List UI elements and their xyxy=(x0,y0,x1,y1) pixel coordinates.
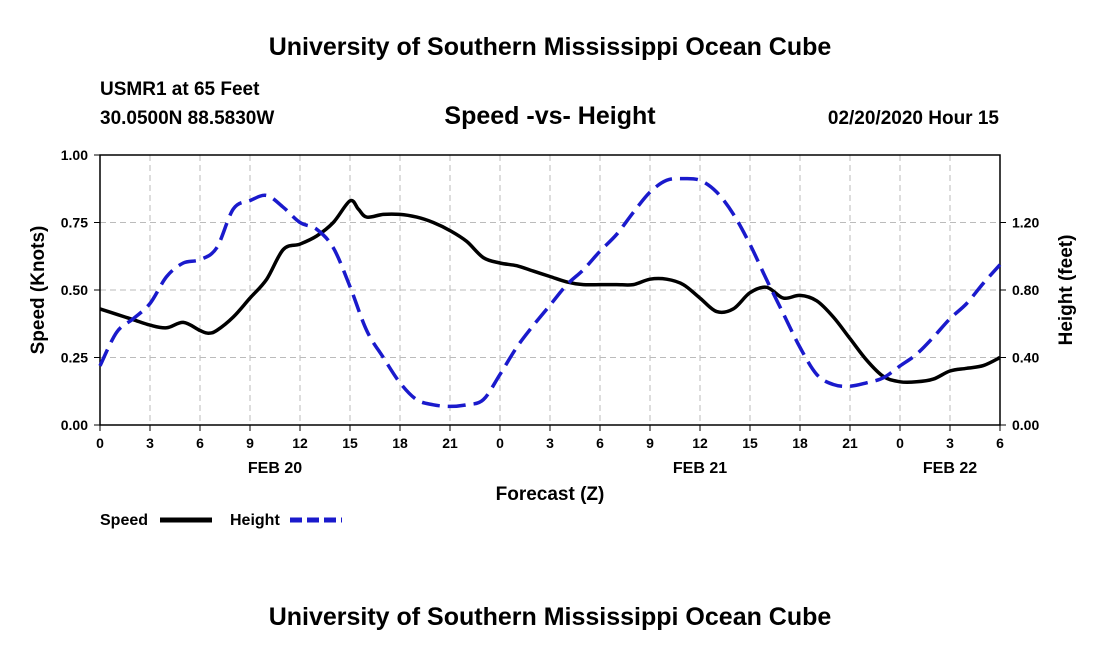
x-tick-label: 21 xyxy=(842,435,858,451)
y-tick-label: 0.00 xyxy=(61,417,88,433)
header-title: University of Southern Mississippi Ocean… xyxy=(269,33,832,61)
y2-tick-label: 1.20 xyxy=(1012,215,1039,231)
footer-title: University of Southern Mississippi Ocean… xyxy=(269,603,832,631)
y-tick-label: 0.75 xyxy=(61,215,88,231)
speed-series-line xyxy=(99,198,1001,385)
x-tick-label: 0 xyxy=(896,435,904,451)
y-tick-label: 1.00 xyxy=(61,147,88,163)
chart-title: Speed -vs- Height xyxy=(444,102,656,130)
x-tick-label: 15 xyxy=(742,435,758,451)
x-tick-label: 3 xyxy=(546,435,554,451)
y-tick-label: 0.50 xyxy=(61,282,88,298)
x-tick-label: 12 xyxy=(292,435,308,451)
height-series-line xyxy=(98,176,1002,409)
series-lines xyxy=(98,176,1002,409)
x-tick-label: 3 xyxy=(946,435,954,451)
y-tick-label: 0.25 xyxy=(61,350,88,366)
x-axis-label: Forecast (Z) xyxy=(496,484,605,505)
x-tick-label: 18 xyxy=(392,435,408,451)
x-tick-label: 6 xyxy=(996,435,1004,451)
x-tick-label: 9 xyxy=(246,435,254,451)
x-tick-label: 21 xyxy=(442,435,458,451)
legend-height-label: Height xyxy=(230,512,280,529)
x-tick-label: 15 xyxy=(342,435,358,451)
forecast-time: 02/20/2020 Hour 15 xyxy=(828,108,1000,129)
x-date-label: FEB 20 xyxy=(248,460,302,477)
x-date-label: FEB 21 xyxy=(673,460,727,477)
x-date-label: FEB 22 xyxy=(923,460,977,477)
x-tick-label: 12 xyxy=(692,435,708,451)
x-tick-label: 0 xyxy=(496,435,504,451)
x-tick-label: 0 xyxy=(96,435,104,451)
legend-speed-label: Speed xyxy=(100,512,148,529)
station-coordinates: 30.0500N 88.5830W xyxy=(100,108,274,129)
legend: Speed Height xyxy=(100,512,342,529)
grid-lines xyxy=(100,155,1000,425)
x-tick-label: 3 xyxy=(146,435,154,451)
y-axis-label: Speed (Knots) xyxy=(28,226,49,355)
y2-tick-label: 0.00 xyxy=(1012,417,1039,433)
station-label: USMR1 at 65 Feet xyxy=(100,79,260,100)
x-tick-label: 18 xyxy=(792,435,808,451)
y2-tick-label: 0.80 xyxy=(1012,282,1039,298)
x-tick-label: 6 xyxy=(596,435,604,451)
x-tick-label: 6 xyxy=(196,435,204,451)
x-tick-label: 9 xyxy=(646,435,654,451)
y2-axis-label: Height (feet) xyxy=(1056,235,1077,346)
axes: 0 3 6 9 12 15 18 21 0 3 6 9 12 15 18 21 0 3 6 FEB 20 FEB 21 F… xyxy=(61,147,1040,477)
y2-tick-label: 0.40 xyxy=(1012,350,1039,366)
